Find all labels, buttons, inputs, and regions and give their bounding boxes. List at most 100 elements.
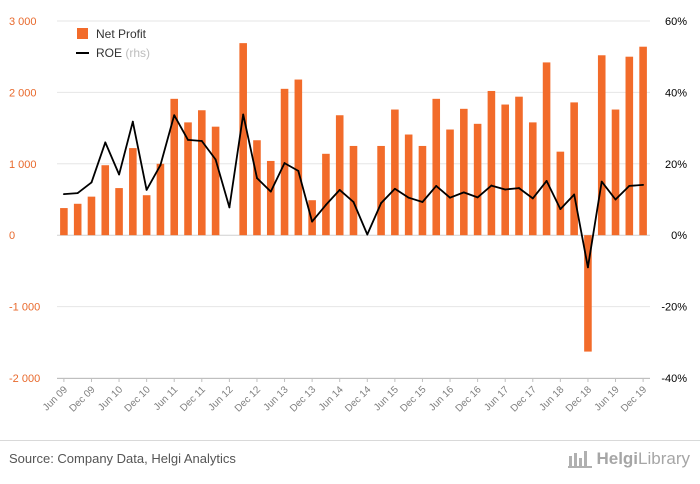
roe-point (145, 188, 148, 191)
roe-point (476, 196, 479, 199)
bar-dec-11 (198, 110, 206, 236)
roe-point (531, 197, 534, 200)
roe-point (614, 198, 617, 201)
x-tick-label: Jun 14 (317, 384, 346, 413)
x-tick-label: Jun 11 (152, 384, 181, 413)
bar-dec-17 (528, 122, 537, 236)
right-tick-label: 40% (665, 87, 687, 99)
left-tick-label: 0 (9, 230, 15, 242)
x-tick-label: Dec 11 (178, 384, 208, 414)
roe-point (490, 184, 493, 187)
bar-sep-15 (404, 134, 413, 236)
roe-point (462, 191, 465, 194)
roe-point (407, 196, 410, 199)
bar-jun-15 (391, 109, 399, 236)
bar-jun-09 (60, 208, 68, 236)
roe-point (642, 183, 645, 186)
bar-dec-15 (418, 145, 427, 236)
bar-sep-18 (570, 102, 578, 236)
bar-dec-13 (308, 200, 316, 236)
bar-mar-16 (432, 98, 441, 236)
x-tick-label: Dec 15 (398, 384, 428, 414)
bar-sep-19 (625, 56, 634, 236)
bar-sep-17 (515, 96, 523, 236)
x-tick-label: Dec 12 (233, 384, 263, 414)
bar-dec-19 (639, 46, 647, 236)
x-tick-label: Jun 09 (41, 384, 70, 413)
roe-point (297, 170, 300, 172)
bar-dec-16 (473, 123, 482, 236)
bar-jun-18 (556, 151, 565, 236)
roe-point (187, 138, 189, 141)
roe-point (421, 201, 424, 203)
bar-sep-14 (349, 145, 358, 236)
bar-sep-09 (73, 203, 82, 236)
bar-mar-18 (542, 62, 551, 236)
roe-point (573, 193, 576, 196)
x-tick-label: Dec 16 (454, 384, 484, 414)
roe-point (393, 187, 396, 190)
roe-point (380, 202, 382, 204)
brand-light: Library (638, 449, 690, 468)
legend-label-net-profit: Net Profit (96, 27, 147, 41)
roe-point (449, 196, 451, 199)
roe-point (283, 162, 286, 164)
bar-mar-19 (597, 55, 606, 236)
roe-point (214, 158, 217, 161)
bar-mar-14 (322, 153, 330, 236)
bar-sep-11 (184, 122, 192, 236)
legend-swatch-net-profit (77, 28, 88, 39)
right-tick-label: 20% (665, 159, 687, 171)
right-tick-label: 60% (665, 16, 687, 28)
right-tick-label: -40% (661, 373, 687, 385)
x-tick-label: Dec 18 (564, 384, 594, 414)
roe-point (269, 190, 272, 193)
left-axis: -2 000 -1 000 0 1 000 2 000 3 000 (9, 16, 40, 385)
x-tick-label: Jun 18 (537, 384, 566, 413)
roe-point (311, 220, 314, 223)
bar-jun-14 (335, 115, 344, 236)
roe-point (628, 185, 631, 187)
roe-point (435, 185, 438, 187)
bar-mar-17 (487, 90, 496, 236)
bar-mar-11 (156, 163, 165, 236)
bar-sep-10 (129, 148, 137, 236)
chart: Net Profit ROE (rhs) -2 000 -1 000 0 1 000 2… (9, 16, 687, 415)
x-tick-label: Dec 10 (123, 384, 153, 414)
roe-point (200, 140, 203, 142)
source-note: Source: Company Data, Helgi Analytics (9, 451, 236, 466)
roe-point (559, 208, 562, 211)
x-tick-label: Jun 10 (96, 384, 125, 413)
roe-point (545, 180, 548, 182)
bar-dec-12 (253, 140, 261, 236)
x-tick-label: Jun 17 (482, 384, 511, 413)
bar-mar-15 (377, 145, 385, 236)
x-tick-label: Jun 15 (372, 384, 401, 413)
x-tick-label: Jun 16 (427, 384, 456, 413)
roe-point (256, 177, 258, 179)
footer: Source: Company Data, Helgi Analytics He… (0, 440, 700, 484)
x-tick-label: Jun 12 (206, 384, 235, 413)
bar-mar-10 (101, 165, 110, 236)
right-tick-label: 0% (671, 230, 687, 242)
bar-dec-18 (584, 235, 592, 352)
roe-point (228, 206, 231, 209)
bar-mar-12 (211, 126, 220, 236)
bar-dec-09 (87, 196, 96, 236)
helgi-library-logo: HelgiLibrary (568, 449, 690, 469)
roe-point (159, 164, 162, 167)
roe-point (242, 113, 245, 116)
roe-point (338, 188, 341, 191)
library-icon (568, 451, 593, 468)
x-tick-label: Dec 14 (343, 384, 373, 414)
bar-jun-11 (170, 98, 179, 236)
left-tick-label: 1 000 (9, 159, 37, 171)
roe-point (518, 187, 520, 189)
x-tick-label: Dec 09 (67, 384, 97, 414)
bar-sep-12 (239, 43, 247, 236)
x-tick-label: Jun 13 (262, 384, 291, 413)
legend: Net Profit ROE (rhs) (76, 27, 150, 60)
bar-dec-10 (142, 195, 151, 236)
roe-point (325, 203, 327, 206)
